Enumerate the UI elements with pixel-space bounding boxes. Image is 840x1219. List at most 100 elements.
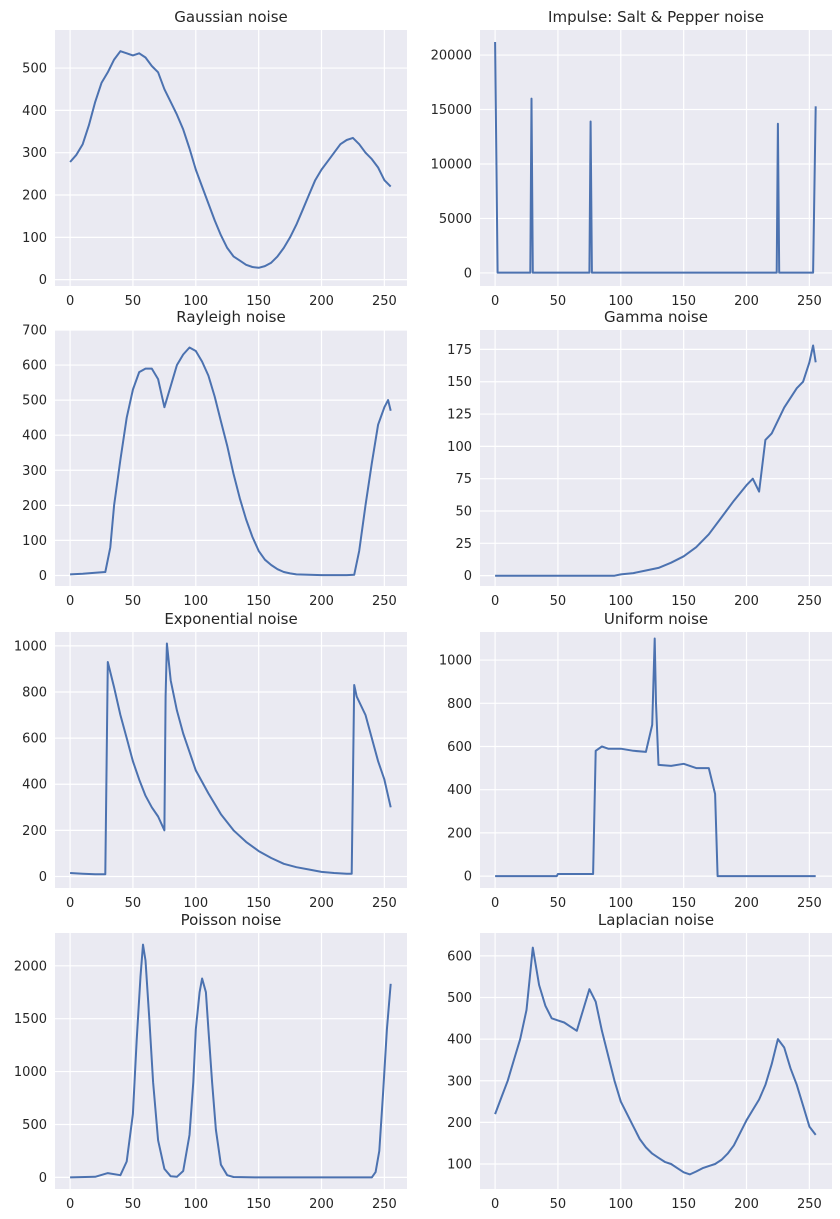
plot-area — [55, 933, 407, 1189]
y-tick-label: 15000 — [431, 103, 472, 118]
y-tick-label: 0 — [39, 273, 47, 288]
x-tick-label: 0 — [491, 1197, 499, 1212]
y-tick-label: 300 — [447, 1074, 472, 1089]
y-tick-label: 200 — [22, 824, 47, 839]
x-tick-label: 250 — [372, 294, 397, 309]
x-tick-label: 250 — [372, 1197, 397, 1212]
y-tick-label: 0 — [39, 1171, 47, 1186]
x-tick-label: 200 — [734, 594, 759, 609]
y-tick-label: 600 — [22, 732, 47, 747]
y-tick-label: 100 — [22, 231, 47, 246]
y-tick-label: 400 — [447, 783, 472, 798]
y-tick-label: 0 — [464, 569, 472, 584]
y-tick-label: 800 — [22, 685, 47, 700]
plot-area — [55, 632, 407, 888]
y-tick-label: 1000 — [14, 1065, 47, 1080]
x-tick-label: 200 — [309, 896, 334, 911]
plot-area — [480, 330, 832, 586]
y-tick-label: 50 — [455, 505, 472, 520]
series-line — [70, 642, 392, 876]
x-tick-label: 50 — [550, 594, 567, 609]
y-tick-label: 500 — [22, 394, 47, 409]
series-line — [494, 946, 817, 1176]
y-tick-label: 600 — [447, 949, 472, 964]
x-tick-label: 0 — [66, 1197, 74, 1212]
x-tick-label: 50 — [550, 1197, 567, 1212]
y-tick-label: 300 — [22, 464, 47, 479]
x-tick-label: 100 — [608, 896, 633, 911]
x-tick-label: 200 — [734, 294, 759, 309]
y-tick-label: 75 — [455, 472, 472, 487]
x-tick-label: 100 — [183, 896, 208, 911]
x-tick-label: 100 — [608, 1197, 633, 1212]
x-tick-label: 100 — [183, 1197, 208, 1212]
series-line — [70, 346, 392, 577]
y-tick-label: 1000 — [439, 654, 472, 669]
y-tick-label: 100 — [447, 440, 472, 455]
y-tick-label: 1500 — [14, 1012, 47, 1027]
y-tick-label: 800 — [447, 697, 472, 712]
x-tick-label: 50 — [550, 294, 567, 309]
x-tick-label: 0 — [66, 594, 74, 609]
y-tick-label: 400 — [22, 104, 47, 119]
x-tick-label: 100 — [183, 594, 208, 609]
x-tick-label: 250 — [797, 294, 822, 309]
y-tick-label: 400 — [22, 429, 47, 444]
y-tick-label: 10000 — [431, 157, 472, 172]
chart-title: Poisson noise — [181, 911, 282, 929]
x-tick-label: 50 — [125, 294, 142, 309]
x-tick-label: 150 — [671, 294, 696, 309]
chart-title: Laplacian noise — [598, 911, 714, 929]
y-tick-label: 400 — [447, 1033, 472, 1048]
y-tick-label: 100 — [447, 1158, 472, 1173]
y-tick-label: 150 — [447, 375, 472, 390]
chart-title: Gamma noise — [604, 308, 708, 326]
x-tick-label: 250 — [797, 594, 822, 609]
chart-impulse-salt-pepper-noise: 0 50 100 150 200 250 0 5000 10000 15000 20000 Impul… — [431, 8, 832, 309]
chart-exponential-noise: 0 50 100 150 200 250 0 200 400 600 800 1000 Exponent… — [14, 610, 407, 911]
y-tick-label: 300 — [22, 146, 47, 161]
y-tick-label: 1000 — [14, 639, 47, 654]
x-tick-label: 100 — [608, 594, 633, 609]
x-tick-label: 50 — [125, 896, 142, 911]
x-tick-label: 100 — [608, 294, 633, 309]
y-tick-label: 125 — [447, 408, 472, 423]
chart-uniform-noise: 0 50 100 150 200 250 0 200 400 600 800 1000 Uniform … — [439, 610, 832, 911]
x-tick-label: 50 — [550, 896, 567, 911]
y-tick-label: 200 — [447, 1116, 472, 1131]
chart-title: Uniform noise — [604, 610, 708, 628]
x-tick-label: 50 — [125, 1197, 142, 1212]
y-tick-label: 0 — [39, 870, 47, 885]
x-tick-label: 150 — [671, 1197, 696, 1212]
x-tick-label: 150 — [246, 594, 271, 609]
x-tick-label: 200 — [309, 1197, 334, 1212]
chart-gamma-noise: 0 50 100 150 200 250 0 25 50 75 100 125 150 175 Gamma … — [447, 308, 832, 609]
x-tick-label: 150 — [246, 294, 271, 309]
chart-poisson-noise: 0 50 100 150 200 250 0 500 1000 1500 2000 Poisson n… — [14, 911, 407, 1212]
series-line — [494, 41, 817, 274]
x-tick-label: 250 — [797, 1197, 822, 1212]
x-tick-label: 100 — [183, 294, 208, 309]
x-tick-label: 0 — [491, 896, 499, 911]
y-tick-label: 2000 — [14, 959, 47, 974]
y-tick-label: 700 — [22, 324, 47, 339]
x-tick-label: 200 — [734, 896, 759, 911]
y-tick-label: 500 — [447, 991, 472, 1006]
x-tick-label: 150 — [246, 896, 271, 911]
x-tick-label: 0 — [491, 594, 499, 609]
y-tick-label: 500 — [22, 1118, 47, 1133]
x-tick-label: 250 — [372, 594, 397, 609]
plot-area — [55, 330, 407, 586]
series-line — [69, 50, 392, 269]
x-tick-label: 150 — [671, 896, 696, 911]
y-tick-label: 400 — [22, 778, 47, 793]
y-tick-label: 200 — [22, 189, 47, 204]
x-tick-label: 150 — [671, 594, 696, 609]
chart-laplacian-noise: 0 50 100 150 200 250 100 200 300 400 500 600 Laplaci… — [447, 911, 832, 1212]
plot-area — [480, 933, 832, 1189]
series-line — [70, 943, 392, 1179]
y-tick-label: 500 — [22, 62, 47, 77]
plot-area — [55, 30, 407, 286]
y-tick-label: 100 — [22, 534, 47, 549]
